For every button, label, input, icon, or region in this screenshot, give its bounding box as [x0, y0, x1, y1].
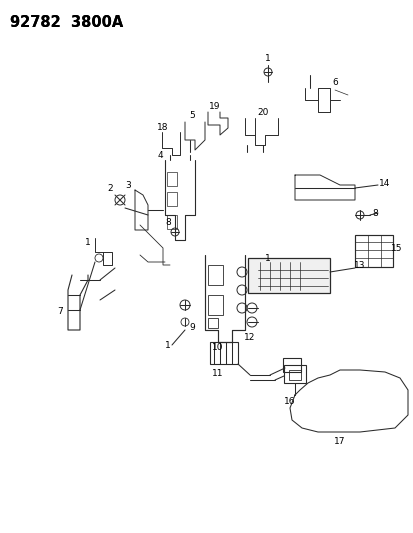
Text: 5: 5	[189, 110, 195, 119]
Text: 16: 16	[284, 398, 295, 407]
Bar	[207, 295, 223, 315]
Text: 20: 20	[257, 108, 268, 117]
Text: 92782  3800A: 92782 3800A	[10, 14, 123, 29]
Bar	[354, 235, 392, 267]
Text: 2: 2	[107, 183, 112, 192]
Bar	[207, 265, 223, 285]
Text: 14: 14	[378, 179, 390, 188]
Bar	[282, 358, 300, 372]
Text: 18: 18	[157, 123, 169, 132]
Bar	[166, 192, 177, 206]
Text: 1: 1	[85, 238, 91, 246]
Bar	[209, 342, 237, 364]
Bar	[247, 258, 329, 293]
Bar	[283, 365, 305, 383]
Text: 13: 13	[354, 261, 365, 270]
Bar	[288, 370, 300, 380]
Text: 19: 19	[209, 101, 220, 110]
Text: 9: 9	[189, 324, 195, 333]
Text: 7: 7	[57, 308, 63, 317]
Text: 1: 1	[165, 341, 171, 350]
Text: 92782  3800A: 92782 3800A	[10, 14, 123, 29]
Text: 12: 12	[244, 334, 255, 343]
Bar	[166, 172, 177, 186]
Bar	[166, 215, 177, 229]
Text: 1: 1	[264, 254, 270, 262]
Text: 1: 1	[264, 53, 270, 62]
Text: 6: 6	[331, 77, 337, 86]
Text: 10: 10	[212, 343, 223, 352]
Bar	[207, 318, 218, 328]
Text: 8: 8	[165, 217, 171, 227]
Text: 8: 8	[371, 208, 377, 217]
Text: 17: 17	[333, 438, 345, 447]
Text: 11: 11	[212, 368, 223, 377]
Text: 3: 3	[125, 181, 131, 190]
Text: 4: 4	[157, 150, 162, 159]
Text: 15: 15	[390, 244, 402, 253]
